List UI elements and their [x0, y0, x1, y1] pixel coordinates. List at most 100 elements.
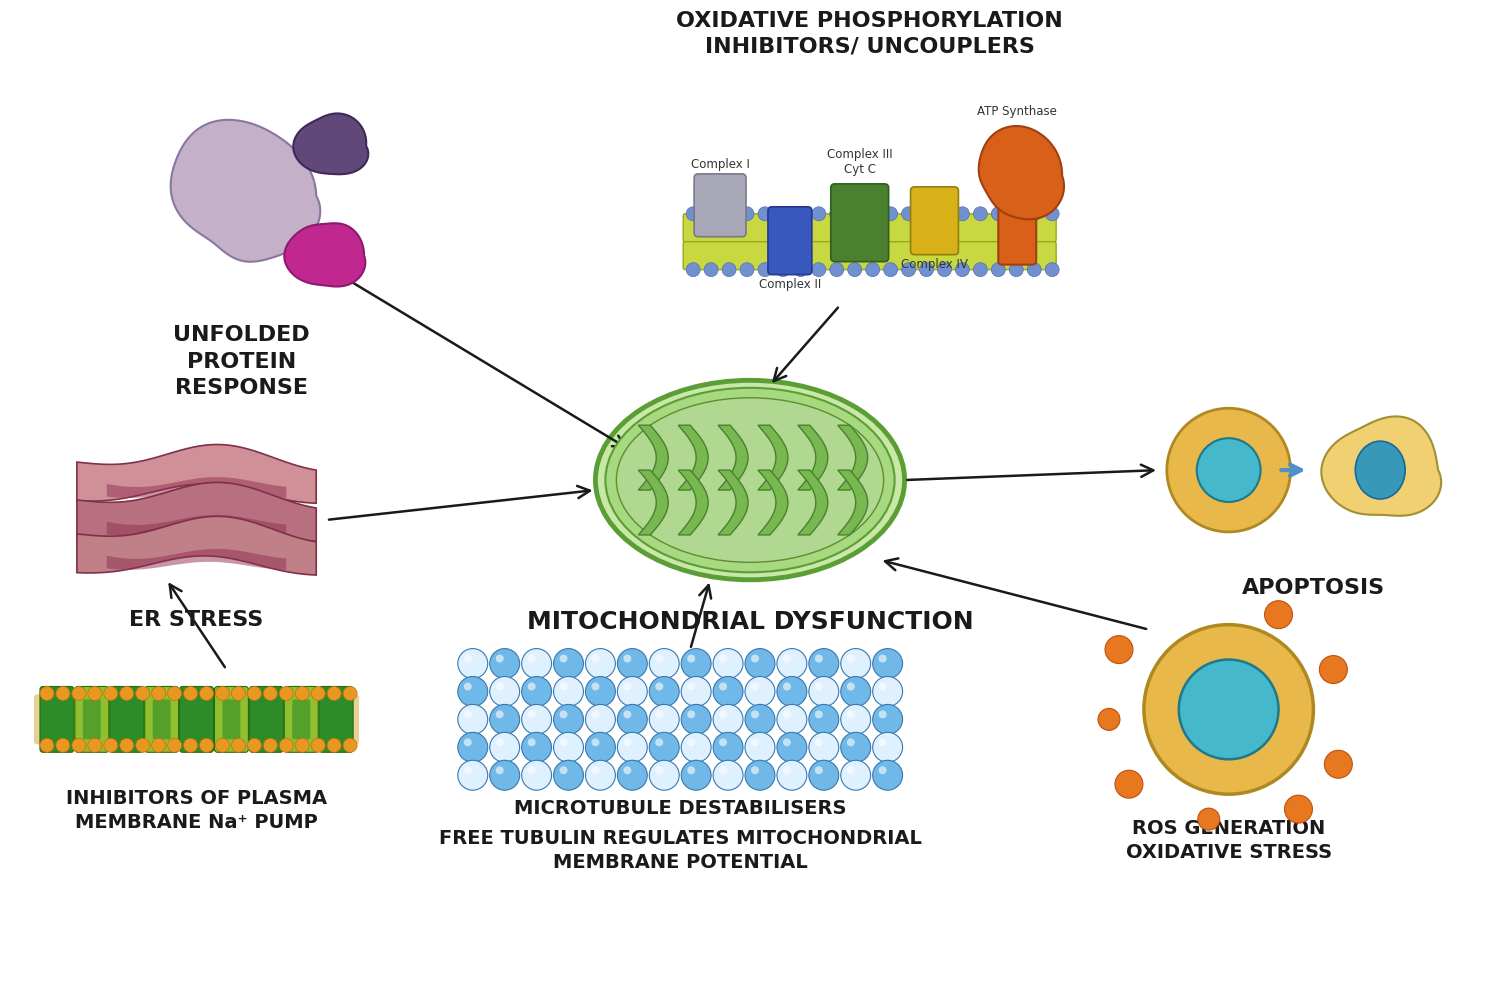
Circle shape — [248, 686, 261, 700]
Circle shape — [750, 766, 760, 774]
Text: Complex IV: Complex IV — [901, 258, 968, 271]
Circle shape — [560, 710, 567, 718]
Circle shape — [56, 738, 71, 752]
Circle shape — [41, 686, 54, 700]
Circle shape — [1196, 438, 1261, 502]
Circle shape — [464, 766, 471, 774]
Circle shape — [719, 682, 726, 690]
Circle shape — [311, 686, 326, 700]
Circle shape — [687, 655, 695, 663]
Circle shape — [1027, 263, 1042, 277]
Text: MITOCHONDRIAL DYSFUNCTION: MITOCHONDRIAL DYSFUNCTION — [527, 610, 973, 634]
Circle shape — [200, 686, 213, 700]
Circle shape — [591, 766, 599, 774]
Circle shape — [72, 738, 86, 752]
Circle shape — [617, 677, 647, 706]
Circle shape — [784, 655, 791, 663]
Circle shape — [878, 655, 887, 663]
Circle shape — [686, 263, 699, 277]
Circle shape — [778, 677, 808, 706]
FancyBboxPatch shape — [998, 197, 1036, 265]
Circle shape — [495, 655, 504, 663]
Circle shape — [528, 710, 536, 718]
Circle shape — [704, 207, 717, 221]
Circle shape — [681, 732, 711, 762]
Circle shape — [815, 682, 823, 690]
Circle shape — [681, 760, 711, 790]
Circle shape — [784, 766, 791, 774]
Circle shape — [135, 738, 150, 752]
Circle shape — [841, 704, 871, 734]
Polygon shape — [799, 425, 827, 490]
Circle shape — [750, 738, 760, 746]
Circle shape — [884, 263, 898, 277]
FancyBboxPatch shape — [257, 699, 275, 739]
Circle shape — [495, 682, 504, 690]
Polygon shape — [717, 425, 747, 490]
Circle shape — [231, 738, 245, 752]
Circle shape — [776, 263, 790, 277]
Circle shape — [528, 655, 536, 663]
Circle shape — [1105, 636, 1133, 664]
Circle shape — [794, 263, 808, 277]
Circle shape — [778, 704, 808, 734]
Circle shape — [458, 649, 488, 679]
Circle shape — [847, 655, 854, 663]
Circle shape — [920, 207, 934, 221]
Circle shape — [591, 655, 599, 663]
Circle shape — [878, 766, 887, 774]
Ellipse shape — [1355, 441, 1405, 499]
Circle shape — [841, 649, 871, 679]
Circle shape — [784, 682, 791, 690]
Circle shape — [528, 682, 536, 690]
Circle shape — [248, 738, 261, 752]
Circle shape — [495, 710, 504, 718]
Circle shape — [656, 766, 663, 774]
Circle shape — [495, 766, 504, 774]
Polygon shape — [77, 482, 317, 541]
Circle shape — [866, 207, 880, 221]
Circle shape — [687, 682, 695, 690]
Circle shape — [311, 738, 326, 752]
Text: FREE TUBULIN REGULATES MITOCHONDRIAL
MEMBRANE POTENTIAL: FREE TUBULIN REGULATES MITOCHONDRIAL MEM… — [438, 829, 922, 872]
Circle shape — [878, 738, 887, 746]
Circle shape — [973, 263, 988, 277]
Polygon shape — [638, 470, 668, 535]
Circle shape — [327, 686, 341, 700]
Circle shape — [809, 649, 839, 679]
Circle shape — [956, 263, 970, 277]
Circle shape — [560, 766, 567, 774]
FancyBboxPatch shape — [35, 694, 359, 744]
FancyBboxPatch shape — [320, 686, 353, 752]
Polygon shape — [979, 126, 1064, 219]
Circle shape — [344, 738, 357, 752]
Polygon shape — [799, 470, 827, 535]
Circle shape — [809, 677, 839, 706]
Circle shape — [809, 704, 839, 734]
Circle shape — [902, 263, 916, 277]
Circle shape — [841, 677, 871, 706]
FancyBboxPatch shape — [180, 686, 213, 752]
Circle shape — [522, 649, 551, 679]
Circle shape — [656, 738, 663, 746]
Circle shape — [1009, 207, 1024, 221]
Circle shape — [89, 738, 102, 752]
Circle shape — [152, 686, 165, 700]
Text: INHIBITORS OF PLASMA
MEMBRANE Na⁺ PUMP: INHIBITORS OF PLASMA MEMBRANE Na⁺ PUMP — [66, 789, 327, 832]
Polygon shape — [107, 477, 287, 498]
Polygon shape — [77, 516, 317, 575]
Polygon shape — [838, 425, 868, 490]
Circle shape — [872, 760, 902, 790]
Circle shape — [866, 263, 880, 277]
Circle shape — [263, 686, 278, 700]
Circle shape — [878, 710, 887, 718]
Circle shape — [650, 732, 678, 762]
Circle shape — [623, 710, 632, 718]
Circle shape — [623, 738, 632, 746]
Circle shape — [744, 677, 775, 706]
Circle shape — [1198, 808, 1220, 830]
Circle shape — [617, 649, 647, 679]
Circle shape — [722, 263, 735, 277]
Circle shape — [884, 207, 898, 221]
Circle shape — [719, 655, 726, 663]
